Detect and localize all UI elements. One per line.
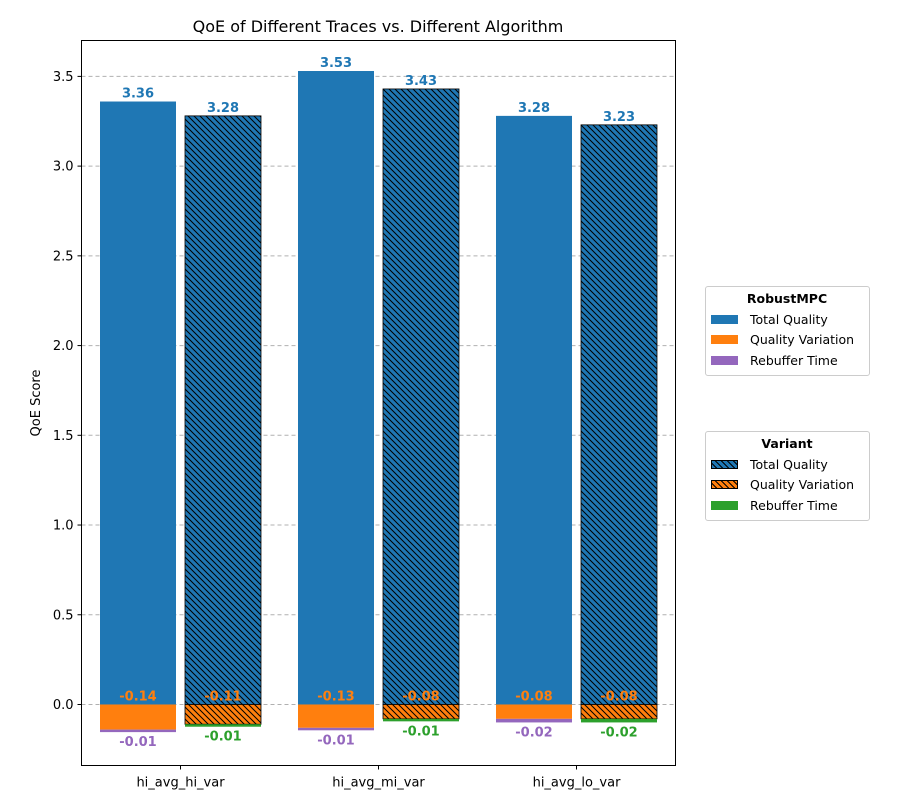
y-tick-label: 1.0 [53,519,74,534]
legend-item: Total Quality [711,454,863,475]
bar-total-quality [100,101,176,705]
legend-item: Quality Variation [711,330,863,351]
legend-item: Quality Variation [711,475,863,496]
legend-title: Variant [761,436,813,451]
legend-swatch [711,459,738,469]
x-tick-label: hi_avg_mi_var [332,776,425,791]
x-tick-label: hi_avg_hi_var [136,776,225,791]
bars [100,71,658,733]
y-tick-label: 0.0 [53,698,74,713]
data-label-total-quality: 3.28 [207,101,239,116]
bar-quality-variation [382,704,460,720]
legend-label: Rebuffer Time [750,352,838,368]
bar-total-quality [298,71,374,705]
data-label-rebuffer-time: -0.01 [402,724,439,739]
data-label-rebuffer-time: -0.01 [317,733,354,748]
legend-swatch [711,335,738,345]
data-label-rebuffer-time: -0.01 [204,730,241,745]
data-label-quality-variation: -0.08 [402,689,439,704]
data-label-quality-variation: -0.08 [600,689,637,704]
y-tick-label: 0.5 [53,608,74,623]
bar-quality-variation [580,704,658,720]
data-label-quality-variation: -0.08 [515,689,552,704]
data-label-quality-variation: -0.14 [119,689,156,704]
legend-label: Rebuffer Time [750,497,838,513]
bar-quality-variation [496,704,572,719]
bar-total-quality [496,115,572,705]
data-label-rebuffer-time: -0.02 [515,725,552,740]
data-labels: 3.36 -0.14 -0.01 3.28 -0.11 -0.01 3.53 -0.13 -0.… [119,56,637,750]
legend-label: Quality Variation [750,477,855,493]
legend-swatch [711,480,738,490]
data-label-quality-variation: -0.13 [317,689,354,704]
bar-rebuffer-time [298,727,374,731]
grid-lines [81,75,676,705]
data-label-total-quality: 3.36 [122,87,154,102]
bar-quality-variation [100,704,176,730]
legend-robustmpc: RobustMPC Total Quality Quality Variatio… [705,286,870,376]
legend-label: Quality Variation [750,332,855,348]
legend-label: Total Quality [750,311,828,327]
bar-total-quality [382,88,460,705]
legend-variant: Variant Total Quality Quality Variation … [705,431,870,521]
bar-quality-variation [298,704,374,728]
y-axis-ticks: 0.0 0.5 1.0 1.5 2.0 2.5 3.0 3.5 [53,70,82,713]
bar-rebuffer-time [496,718,572,723]
x-tick-label: hi_avg_lo_var [533,776,621,791]
y-tick-label: 3.0 [53,160,74,175]
legend-item: Total Quality [711,309,863,330]
bar-total-quality [184,115,262,705]
y-tick-label: 2.5 [53,249,74,264]
bar-rebuffer-time [581,718,657,723]
y-tick-label: 1.5 [53,429,74,444]
data-label-quality-variation: -0.11 [204,689,241,704]
bar-rebuffer-time [100,729,176,733]
legend-item: Rebuffer Time [711,350,863,371]
legend-label: Total Quality [750,456,828,472]
legend-swatch [711,355,738,365]
legend-swatch [711,314,738,324]
data-label-total-quality: 3.28 [518,101,550,116]
chart-title: QoE of Different Traces vs. Different Al… [193,17,564,36]
data-label-rebuffer-time: -0.01 [119,735,156,750]
bar-quality-variation [184,704,262,725]
bar-rebuffer-time [185,724,261,727]
y-tick-label: 3.5 [53,70,74,85]
legend-swatch [711,500,738,510]
legend-title: RobustMPC [746,291,828,306]
bar-rebuffer-time [383,718,459,722]
y-axis-label: QoE Score [29,370,44,437]
data-label-total-quality: 3.23 [603,110,635,125]
y-tick-label: 2.0 [53,339,74,354]
bar-total-quality [580,124,658,705]
data-label-total-quality: 3.53 [320,56,352,71]
x-axis-ticks: hi_avg_hi_var hi_avg_mi_var hi_avg_lo_var [136,765,621,791]
data-label-rebuffer-time: -0.02 [600,725,637,740]
legend-item: Rebuffer Time [711,495,863,516]
data-label-total-quality: 3.43 [405,74,437,89]
